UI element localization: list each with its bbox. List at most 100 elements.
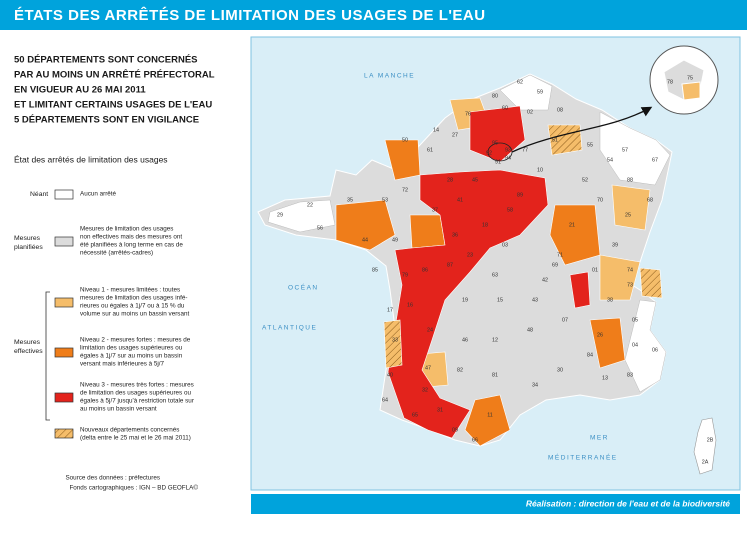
department-label: 14 (433, 127, 439, 133)
legend-item: égales à 1j/7 sur au moins un bassin (80, 353, 183, 360)
sea-label: ATLANTIQUE (262, 325, 317, 332)
department-label: 89 (517, 192, 523, 198)
title: ÉTATS DES ARRÊTÉS DE LIMITATION DES USAG… (14, 6, 486, 24)
legend-item: au moins un bassin versant (80, 406, 157, 413)
source: Source des données : préfectures (65, 475, 160, 482)
department-label: 88 (627, 177, 633, 183)
department-label: 93 (505, 147, 511, 153)
department-label: 81 (492, 372, 498, 378)
department-label: 72 (402, 187, 408, 193)
sea-label: OCÉAN (288, 283, 319, 292)
department-label: 30 (557, 367, 563, 373)
legend-item: été planifiées à long terme en cas de (80, 242, 183, 249)
legend-item: (delta entre le 25 mai et le 26 mai 2011… (80, 435, 191, 442)
summary-line: 5 DÉPARTEMENTS SONT EN VIGILANCE (14, 115, 199, 126)
department-label: 2B (707, 437, 714, 443)
department-label: 37 (432, 207, 438, 213)
summary-line: EN VIGUEUR AU 26 MAI 2011 (14, 85, 146, 96)
department-label: 35 (347, 197, 353, 203)
department-label: 47 (425, 365, 431, 371)
department-label: 53 (382, 197, 388, 203)
legend: Néant Mesures planifiées Mesures effectives A… (14, 189, 194, 442)
department-label: 33 (392, 337, 398, 343)
department-label: 62 (517, 79, 523, 85)
department-label: 42 (542, 277, 548, 283)
paris-inset-area (681, 81, 701, 101)
department-label: 66 (472, 437, 478, 443)
legend-title: État des arrêtés de limitation des usage… (14, 154, 168, 164)
department-label: 83 (627, 372, 633, 378)
area-level-2 (549, 204, 601, 266)
department-label: 26 (597, 332, 603, 338)
legend-item: limitation des usages supérieures ou (80, 345, 183, 352)
sea-label: MÉDITERRANÉE (548, 453, 618, 462)
legend-bracket (45, 291, 50, 421)
department-label: 52 (582, 177, 588, 183)
department-label: 10 (537, 167, 543, 173)
department-label: 27 (452, 132, 458, 138)
department-label: 02 (527, 109, 533, 115)
department-label: 58 (507, 207, 513, 213)
footer-bar (251, 494, 740, 514)
department-label: 34 (532, 382, 538, 388)
area-level-2 (464, 394, 511, 447)
department-label: 40 (387, 372, 393, 378)
department-label: 85 (372, 267, 378, 273)
swatch-none (54, 189, 74, 200)
legend-group: planifiées (14, 244, 43, 251)
department-label: 50 (402, 137, 408, 143)
department-label: 03 (502, 242, 508, 248)
legend-item: nécessité (arrêtés-cadres) (80, 250, 153, 257)
legend-item: égales à 5j/7 jusqu'à restriction totale… (80, 398, 194, 405)
department-label: 95 (492, 140, 498, 146)
department-label: 29 (277, 212, 283, 218)
summary-line: ET LIMITANT CERTAINS USAGES DE L'EAU (14, 100, 212, 111)
swatch-level-1 (54, 297, 74, 308)
department-label: 74 (627, 267, 633, 273)
sea-label: MER (590, 435, 609, 442)
legend-item: mesures de limitation des usages infé- (80, 295, 187, 302)
title-bar (0, 0, 747, 30)
department-labels: 76 14 50 61 27 60 80 62 59 02 08 51 55 54 57 67 68 88 52 10… (277, 75, 714, 465)
department-label: 57 (622, 147, 628, 153)
area-level-2 (409, 214, 446, 249)
department-label: 21 (569, 222, 575, 228)
swatch-planned (54, 236, 74, 247)
area-level-3 (569, 271, 591, 309)
department-label: 70 (597, 197, 603, 203)
department-label: 56 (317, 225, 323, 231)
department-label: 07 (562, 317, 568, 323)
area-level-2 (335, 199, 396, 251)
legend-item: de limitation des usages supérieures ou (80, 390, 191, 397)
legend-item: versant mais inférieures à 5j/7 (80, 361, 164, 368)
department-label: 48 (527, 327, 533, 333)
department-label: 04 (632, 342, 638, 348)
department-label: 05 (632, 317, 638, 323)
legend-item: Niveau 3 - mesures très fortes : mesures (80, 382, 194, 389)
department-label: 94 (505, 155, 511, 161)
department-label: 28 (447, 177, 453, 183)
department-label: 76 (465, 111, 471, 117)
department-label: 06 (652, 347, 658, 353)
legend-item: Mesures de limitation des usages (80, 226, 173, 233)
area-new (383, 319, 403, 369)
department-label: 55 (587, 142, 593, 148)
department-label: 25 (625, 212, 631, 218)
department-label: 01 (592, 267, 598, 273)
department-label: 92 (486, 150, 492, 156)
department-label: 63 (492, 272, 498, 278)
department-label: 78 (667, 79, 673, 85)
department-label: 91 (495, 159, 501, 165)
legend-group: Néant (30, 191, 48, 198)
department-label: 61 (427, 147, 433, 153)
department-label: 12 (492, 337, 498, 343)
department-label: 59 (537, 89, 543, 95)
department-label: 32 (422, 387, 428, 393)
legend-group: effectives (14, 348, 43, 355)
department-label: 60 (502, 105, 508, 111)
department-label: 17 (387, 307, 393, 313)
department-label: 84 (587, 352, 593, 358)
department-label: 64 (382, 397, 388, 403)
